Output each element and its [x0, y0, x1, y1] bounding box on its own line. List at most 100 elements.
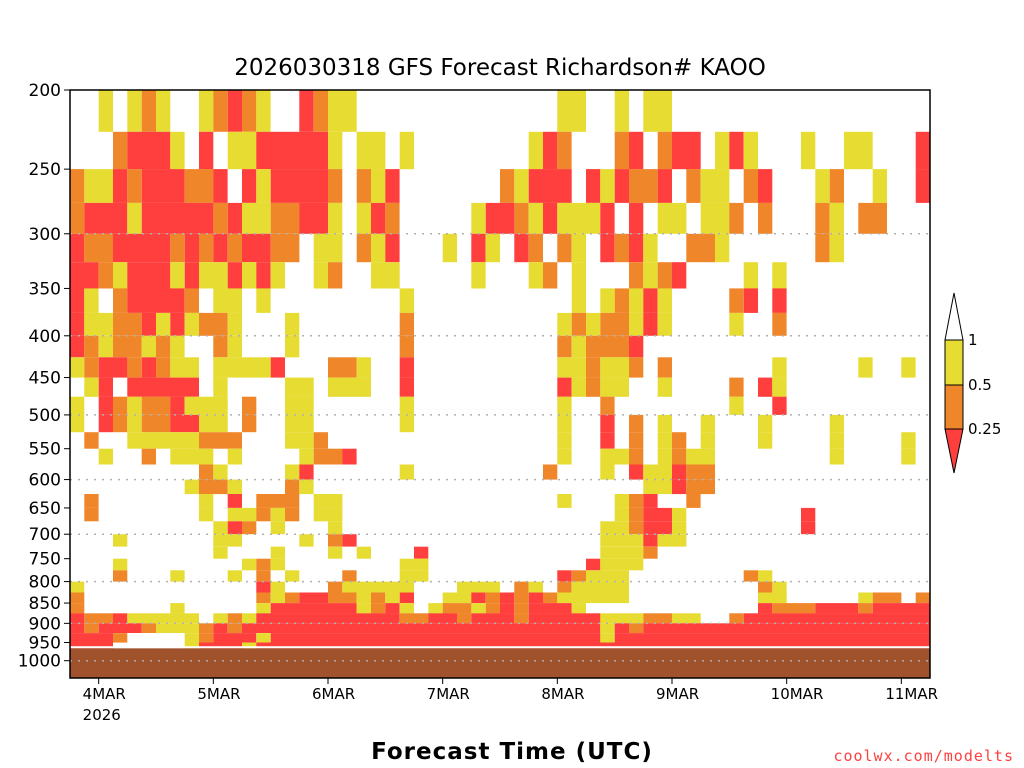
ri-cell [801, 507, 816, 522]
ri-cell [199, 623, 214, 633]
ri-cell [385, 233, 400, 263]
ri-cell [643, 546, 658, 559]
ri-cell [571, 262, 586, 289]
ri-cell [270, 262, 285, 289]
ri-cell [571, 288, 586, 313]
ri-cell [270, 603, 357, 614]
ri-cell [299, 479, 314, 495]
ri-cell [170, 448, 214, 465]
ri-cell [213, 521, 228, 535]
ri-cell [442, 592, 472, 604]
ri-cell [285, 592, 300, 604]
ri-cell [657, 377, 672, 397]
ri-cell [557, 414, 572, 433]
ri-cell [672, 131, 701, 170]
ri-cell [629, 623, 644, 633]
ri-cell [829, 432, 844, 449]
ri-cell [356, 592, 371, 604]
ri-cell [356, 603, 371, 614]
ri-cell [528, 202, 543, 234]
ri-cell [471, 592, 486, 604]
ri-cell [829, 448, 844, 465]
ri-cell [614, 633, 930, 643]
ri-cell [915, 169, 930, 203]
ri-cell [328, 262, 343, 289]
ri-cell [371, 202, 386, 234]
y-tick-label: 750 [29, 550, 61, 570]
ri-cell [242, 521, 257, 535]
ri-cell [242, 90, 257, 132]
ri-cell [514, 603, 529, 614]
credit-link[interactable]: coolwx.com/modelts [833, 747, 1014, 765]
y-tick-label: 800 [29, 573, 61, 593]
ri-cell [170, 131, 185, 170]
ri-cell [256, 570, 271, 582]
plot-frame [69, 89, 931, 679]
ri-cell [113, 534, 128, 547]
ri-cell [98, 396, 113, 415]
ri-cell [600, 396, 615, 415]
y-tick-label: 200 [29, 81, 61, 101]
ri-cell [829, 202, 844, 234]
ri-cell [84, 288, 99, 313]
ri-cell [657, 432, 672, 449]
ri-cell [371, 262, 400, 289]
x-tick-label: 9MAR [656, 685, 699, 703]
ri-cell [113, 233, 171, 263]
ri-cell [113, 312, 142, 336]
ri-cell [98, 377, 113, 397]
ri-cell [829, 169, 844, 203]
ri-cell [371, 592, 386, 604]
ri-cell [356, 169, 371, 203]
ri-cell [629, 233, 644, 263]
ri-cell [743, 613, 930, 624]
ri-cell [141, 202, 214, 234]
ri-cell [356, 546, 371, 559]
ri-cell [227, 131, 257, 170]
ri-cell [385, 169, 400, 203]
ri-cell [543, 202, 558, 234]
ri-cell [127, 414, 142, 433]
ri-cell [270, 357, 285, 378]
ri-cell [70, 592, 85, 604]
ri-cell [84, 335, 99, 358]
ri-cell [528, 131, 543, 170]
ri-cell [729, 131, 744, 170]
ri-cell [586, 169, 601, 203]
ri-cell [600, 534, 644, 547]
ri-cell [113, 288, 128, 313]
legend-label-0.25: 0.25 [968, 420, 1001, 438]
ri-cell [514, 202, 529, 234]
ri-cell [113, 570, 128, 582]
ri-cell [84, 312, 113, 336]
ri-cell [328, 202, 343, 234]
ri-cell [70, 633, 113, 643]
ri-cell [571, 312, 586, 336]
ri-cell [600, 633, 615, 643]
ri-cell [672, 432, 687, 449]
ri-cell [342, 570, 357, 582]
ri-cell [643, 233, 658, 263]
ri-cell [184, 633, 199, 643]
ri-cell [328, 90, 357, 132]
ri-cell [227, 521, 242, 535]
ri-cell [227, 262, 242, 289]
ri-cell [227, 507, 257, 522]
ri-cell [270, 169, 328, 203]
ri-cell [141, 90, 156, 132]
ri-cell [213, 169, 228, 203]
ri-cell [571, 233, 586, 263]
ri-cell [84, 377, 99, 397]
ri-cell [127, 90, 142, 132]
ri-cell [815, 233, 830, 263]
y-tick-label: 450 [29, 369, 61, 389]
ri-cell [285, 312, 300, 336]
ri-cell [643, 534, 658, 547]
ri-cell [242, 623, 601, 633]
ri-cell [514, 169, 529, 203]
ri-cell [485, 603, 500, 614]
ri-cell [213, 357, 271, 378]
ri-cell [98, 357, 128, 378]
ri-cell [285, 507, 300, 522]
ri-cell [127, 613, 199, 624]
